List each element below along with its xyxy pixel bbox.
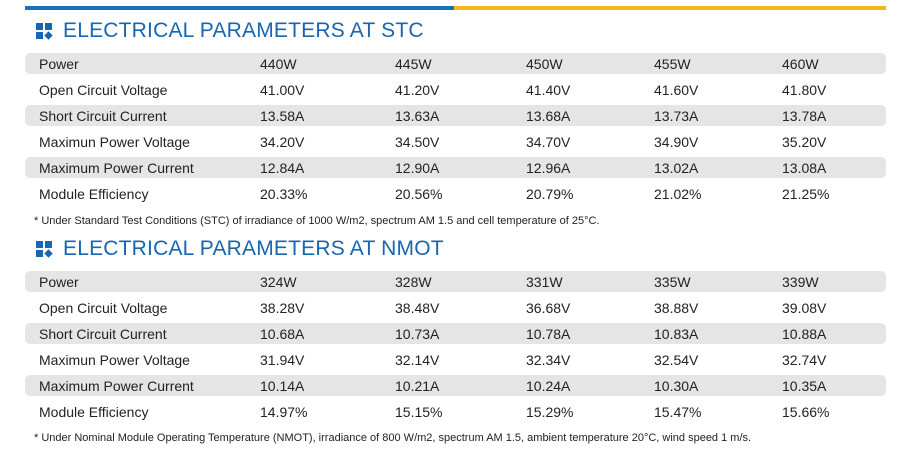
cell-value: 34.20V	[260, 133, 305, 150]
cell-value: 21.25%	[782, 185, 830, 202]
cell-value: 20.33%	[260, 185, 308, 202]
cell-value: 34.90V	[654, 133, 699, 150]
stc-section-title: ELECTRICAL PARAMETERS AT STC	[36, 16, 424, 46]
table-row: Power 440W 445W 450W 455W 460W	[25, 53, 886, 74]
cell-value: 331W	[526, 271, 654, 292]
cell-value: 21.02%	[654, 185, 702, 202]
cell-value: 10.24A	[526, 375, 654, 396]
cell-value: 34.70V	[526, 133, 571, 150]
cell-value: 10.21A	[395, 375, 526, 396]
cell-value: 10.30A	[654, 375, 782, 396]
cell-value: 460W	[782, 53, 886, 74]
cell-value: 12.90A	[395, 157, 526, 178]
nmot-title-text: ELECTRICAL PARAMETERS AT NMOT	[63, 237, 444, 260]
cell-value: 34.50V	[395, 133, 440, 150]
cell-value: 15.47%	[654, 403, 702, 420]
row-label: Maximun Power Voltage	[39, 351, 190, 368]
table-row: Short Circuit Current 13.58A 13.63A 13.6…	[25, 105, 886, 126]
cell-value: 13.02A	[654, 157, 782, 178]
cell-value: 10.14A	[260, 375, 395, 396]
cell-value: 335W	[654, 271, 782, 292]
stc-title-text: ELECTRICAL PARAMETERS AT STC	[63, 19, 424, 42]
cell-value: 13.68A	[526, 105, 654, 126]
cell-value: 41.20V	[395, 81, 440, 98]
table-row: Maximum Power Current 10.14A 10.21A 10.2…	[25, 375, 886, 396]
table-row: Module Efficiency 14.97% 15.15% 15.29% 1…	[25, 401, 886, 422]
cell-value: 13.08A	[782, 157, 886, 178]
cell-value: 39.08V	[782, 299, 827, 316]
cell-value: 10.88A	[782, 323, 886, 344]
cell-value: 32.74V	[782, 351, 827, 368]
row-label: Short Circuit Current	[25, 323, 260, 344]
cell-value: 32.54V	[654, 351, 699, 368]
stc-footnote: * Under Standard Test Conditions (STC) o…	[34, 215, 600, 227]
cell-value: 20.79%	[526, 185, 574, 202]
row-label: Maximum Power Current	[25, 157, 260, 178]
cell-value: 12.84A	[260, 157, 395, 178]
cell-value: 13.78A	[782, 105, 886, 126]
row-label: Module Efficiency	[39, 185, 149, 202]
accent-bar-blue	[25, 6, 454, 10]
cell-value: 38.48V	[395, 299, 440, 316]
cell-value: 41.60V	[654, 81, 699, 98]
nmot-footnote: * Under Nominal Module Operating Tempera…	[34, 432, 752, 444]
table-row: Power 324W 328W 331W 335W 339W	[25, 271, 886, 292]
table-row: Module Efficiency 20.33% 20.56% 20.79% 2…	[25, 183, 886, 204]
cell-value: 12.96A	[526, 157, 654, 178]
cell-value: 41.40V	[526, 81, 571, 98]
table-row: Maximun Power Voltage 31.94V 32.14V 32.3…	[25, 349, 886, 370]
row-label: Open Circuit Voltage	[39, 81, 168, 98]
cell-value: 15.29%	[526, 403, 574, 420]
cell-value: 10.78A	[526, 323, 654, 344]
cell-value: 15.15%	[395, 403, 443, 420]
row-label: Short Circuit Current	[25, 105, 260, 126]
cell-value: 339W	[782, 271, 886, 292]
row-label: Open Circuit Voltage	[39, 299, 168, 316]
cell-value: 31.94V	[260, 351, 305, 368]
header-accent-bar	[25, 6, 886, 10]
row-label: Maximum Power Current	[25, 375, 260, 396]
row-label: Power	[25, 271, 260, 292]
cell-value: 10.68A	[260, 323, 395, 344]
table-row: Open Circuit Voltage 38.28V 38.48V 36.68…	[25, 297, 886, 318]
cell-value: 10.73A	[395, 323, 526, 344]
cell-value: 20.56%	[395, 185, 443, 202]
accent-bar-gold	[454, 6, 886, 10]
grid-squares-icon	[36, 23, 53, 40]
cell-value: 35.20V	[782, 133, 827, 150]
nmot-section-title: ELECTRICAL PARAMETERS AT NMOT	[36, 234, 444, 264]
cell-value: 14.97%	[260, 403, 308, 420]
cell-value: 41.00V	[260, 81, 305, 98]
cell-value: 10.35A	[782, 375, 886, 396]
grid-squares-icon	[36, 241, 53, 258]
cell-value: 455W	[654, 53, 782, 74]
row-label: Module Efficiency	[39, 403, 149, 420]
table-row: Maximum Power Current 12.84A 12.90A 12.9…	[25, 157, 886, 178]
cell-value: 328W	[395, 271, 526, 292]
cell-value: 10.83A	[654, 323, 782, 344]
cell-value: 450W	[526, 53, 654, 74]
cell-value: 41.80V	[782, 81, 827, 98]
stc-parameters-table: Power 440W 445W 450W 455W 460W Open Circ…	[25, 48, 886, 209]
table-row: Short Circuit Current 10.68A 10.73A 10.7…	[25, 323, 886, 344]
cell-value: 445W	[395, 53, 526, 74]
nmot-parameters-table: Power 324W 328W 331W 335W 339W Open Circ…	[25, 266, 886, 427]
cell-value: 324W	[260, 271, 395, 292]
cell-value: 38.88V	[654, 299, 699, 316]
cell-value: 13.73A	[654, 105, 782, 126]
row-label: Power	[25, 53, 260, 74]
cell-value: 32.14V	[395, 351, 440, 368]
table-row: Open Circuit Voltage 41.00V 41.20V 41.40…	[25, 79, 886, 100]
cell-value: 32.34V	[526, 351, 571, 368]
cell-value: 13.63A	[395, 105, 526, 126]
row-label: Maximun Power Voltage	[39, 133, 190, 150]
cell-value: 440W	[260, 53, 395, 74]
cell-value: 13.58A	[260, 105, 395, 126]
cell-value: 38.28V	[260, 299, 305, 316]
table-row: Maximun Power Voltage 34.20V 34.50V 34.7…	[25, 131, 886, 152]
cell-value: 15.66%	[782, 403, 830, 420]
cell-value: 36.68V	[526, 299, 571, 316]
